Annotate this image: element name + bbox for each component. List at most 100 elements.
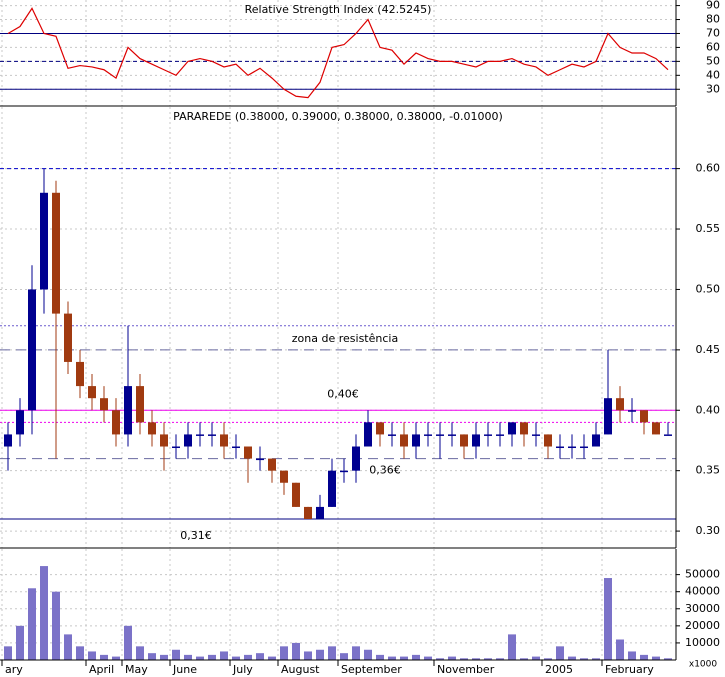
volume-bar bbox=[52, 591, 60, 660]
volume-bar bbox=[352, 646, 360, 660]
candle-body bbox=[52, 192, 60, 314]
y-tick-label: 0.35 bbox=[696, 464, 721, 477]
volume-bar bbox=[448, 656, 456, 660]
volume-bar bbox=[244, 654, 252, 660]
volume-bar bbox=[424, 656, 432, 660]
volume-bar bbox=[544, 658, 552, 660]
volume-bar bbox=[652, 656, 660, 660]
y-tick-label: 20000 bbox=[685, 619, 720, 632]
candle-body bbox=[652, 422, 660, 435]
volume-bar bbox=[160, 654, 168, 660]
candle-body bbox=[448, 434, 456, 436]
candle-body bbox=[148, 422, 156, 435]
x-tick-label: August bbox=[281, 663, 320, 676]
candle-body bbox=[460, 434, 468, 447]
x-tick-label: June bbox=[172, 663, 197, 676]
candle-body bbox=[124, 386, 132, 435]
x-tick-label: 2005 bbox=[545, 663, 573, 676]
candle-body bbox=[424, 434, 432, 436]
y-tick-label: 0.55 bbox=[696, 222, 721, 235]
volume-bar bbox=[316, 649, 324, 660]
volume-bar bbox=[76, 646, 84, 660]
volume-bar bbox=[4, 646, 12, 660]
x-tick-label: May bbox=[125, 663, 148, 676]
volume-bar bbox=[136, 646, 144, 660]
candle-body bbox=[400, 434, 408, 447]
y-tick-label: 90 bbox=[706, 0, 720, 12]
candle-body bbox=[616, 398, 624, 411]
candle-body bbox=[220, 434, 228, 447]
rsi-line bbox=[7, 7, 669, 99]
candle-body bbox=[160, 434, 168, 447]
volume-bar bbox=[268, 656, 276, 660]
volume-bar bbox=[520, 658, 528, 660]
candle-body bbox=[544, 434, 552, 447]
y-tick-label: 40 bbox=[706, 68, 720, 81]
volume-bar bbox=[220, 651, 228, 660]
reference-label: 0,31€ bbox=[180, 529, 212, 542]
candle-body bbox=[472, 434, 480, 447]
candle-body bbox=[244, 446, 252, 459]
y-tick-label: 0.45 bbox=[696, 343, 721, 356]
y-tick-label: 30000 bbox=[685, 602, 720, 615]
volume-bar bbox=[196, 656, 204, 660]
volume-bar bbox=[604, 578, 612, 660]
candle-body bbox=[136, 386, 144, 423]
volume-bar bbox=[484, 658, 492, 660]
reference-label: zona de resistência bbox=[292, 332, 398, 345]
candle-body bbox=[436, 434, 444, 436]
volume-bar bbox=[292, 642, 300, 660]
volume-bar bbox=[580, 658, 588, 660]
candle-body bbox=[496, 434, 504, 436]
y-tick-label: 50000 bbox=[685, 568, 720, 581]
reference-label: 0,40€ bbox=[327, 387, 359, 400]
candle-body bbox=[208, 434, 216, 436]
volume-bar bbox=[628, 651, 636, 660]
volume-bar bbox=[592, 658, 600, 660]
volume-bar bbox=[568, 656, 576, 660]
y-tick-label: 0.50 bbox=[696, 282, 721, 295]
volume-bar bbox=[172, 649, 180, 660]
candle-body bbox=[520, 422, 528, 435]
candle-body bbox=[88, 386, 96, 399]
volume-bar bbox=[208, 654, 216, 660]
volume-bar bbox=[400, 656, 408, 660]
panel-title: Relative Strength Index (42.5245) bbox=[245, 3, 432, 16]
candle-body bbox=[268, 458, 276, 471]
volume-bar bbox=[280, 646, 288, 660]
volume-bar bbox=[508, 634, 516, 660]
volume-bar bbox=[376, 654, 384, 660]
candle-body bbox=[592, 434, 600, 447]
candle-body bbox=[412, 434, 420, 447]
y-tick-label: 10000 bbox=[685, 636, 720, 649]
volume-bar bbox=[460, 658, 468, 660]
volume-bar bbox=[412, 654, 420, 660]
volume-bar bbox=[124, 625, 132, 660]
candle-body bbox=[40, 192, 48, 290]
volume-bar bbox=[640, 654, 648, 660]
candle-body bbox=[388, 434, 396, 436]
y-tick-label: 60 bbox=[706, 40, 720, 53]
x-tick-label: September bbox=[341, 663, 402, 676]
candle-body bbox=[292, 482, 300, 507]
candle-body bbox=[640, 410, 648, 423]
candle-body bbox=[316, 506, 324, 520]
y-tick-label: 80 bbox=[706, 13, 720, 26]
volume-bar bbox=[112, 656, 120, 660]
x-tick-label: ary bbox=[5, 663, 23, 676]
candle-body bbox=[100, 398, 108, 411]
volume-bar bbox=[88, 651, 96, 660]
candle-body bbox=[628, 410, 636, 412]
volume-bar bbox=[664, 658, 672, 660]
volume-bar bbox=[616, 639, 624, 660]
y-tick-label: 30 bbox=[706, 82, 720, 95]
candle-body bbox=[172, 446, 180, 449]
candle-body bbox=[256, 458, 264, 461]
volume-bar bbox=[232, 656, 240, 660]
candle-body bbox=[664, 434, 672, 436]
volume-bar bbox=[340, 653, 348, 660]
volume-bar bbox=[40, 566, 48, 660]
candle-body bbox=[4, 434, 12, 447]
volume-bar bbox=[184, 654, 192, 660]
